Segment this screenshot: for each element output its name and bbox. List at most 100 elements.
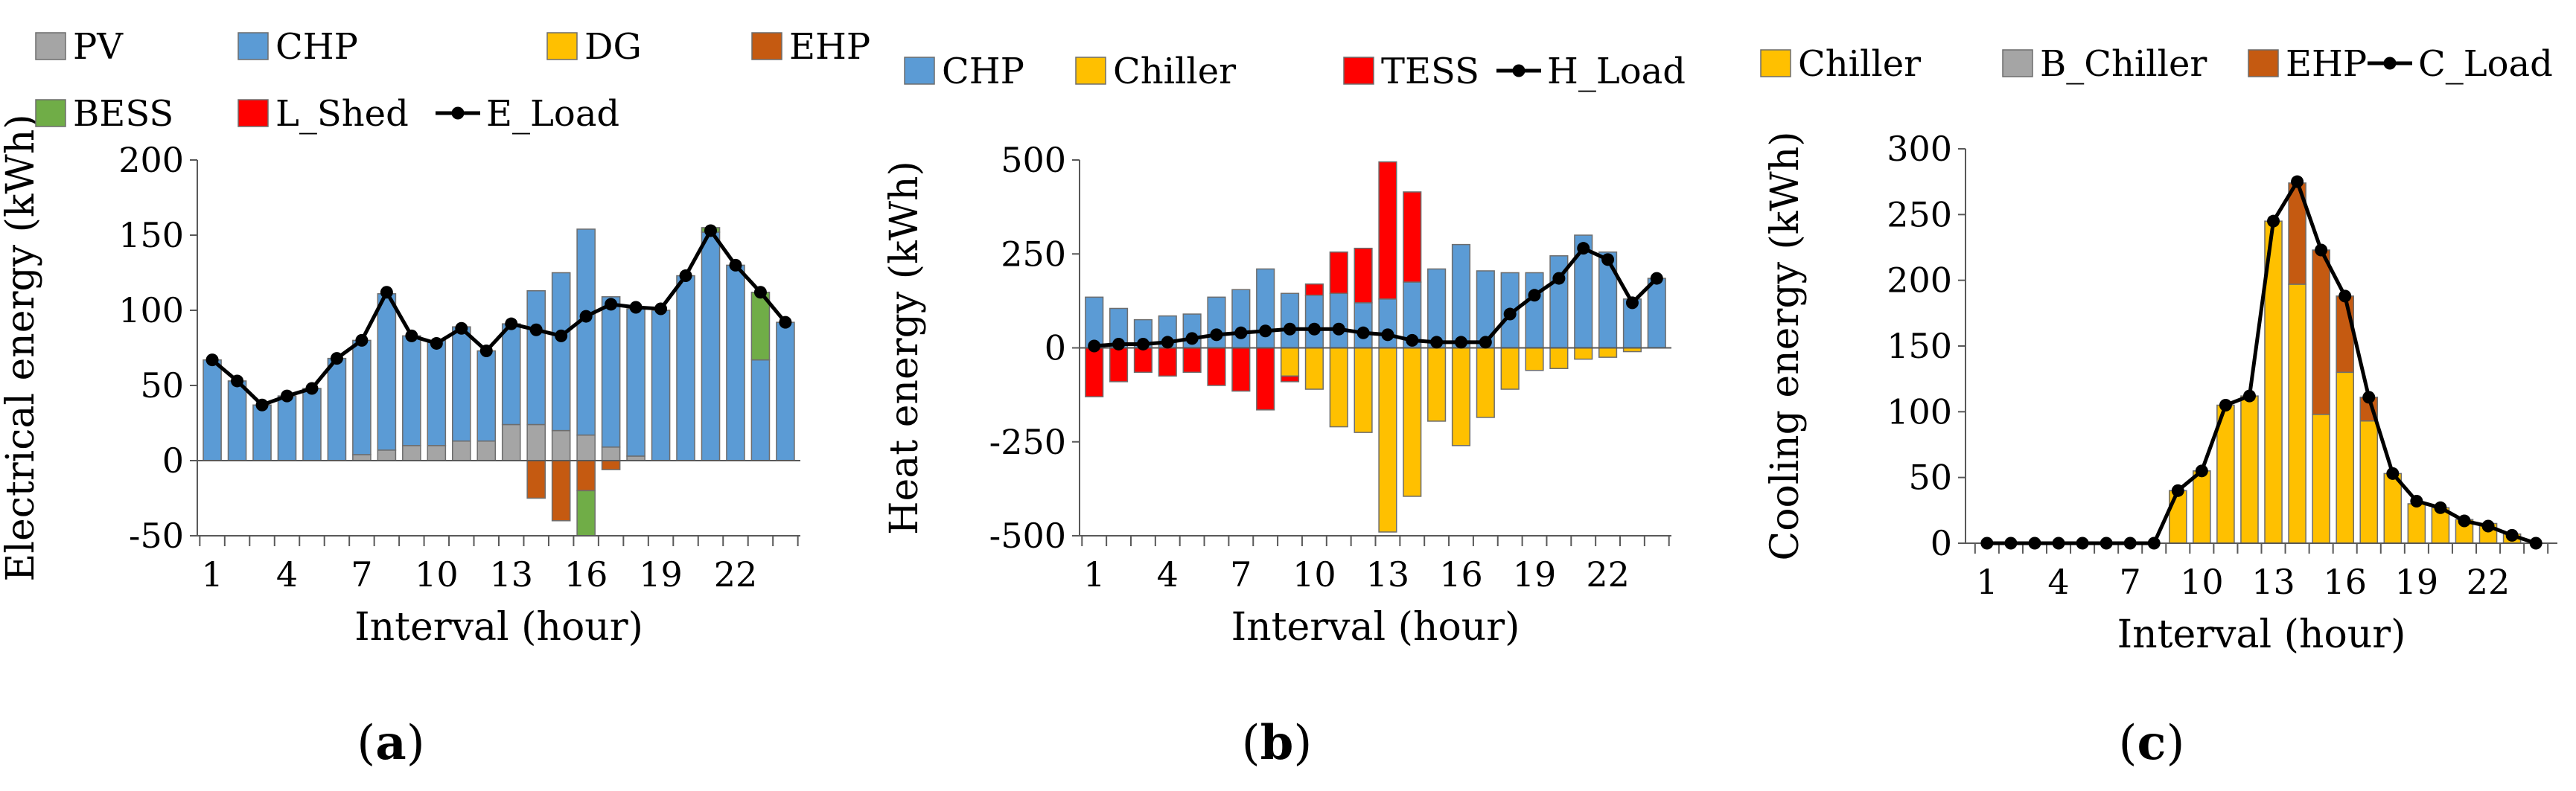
legend-item-chp: CHP bbox=[237, 26, 358, 68]
bar-chiller-17 bbox=[1476, 347, 1495, 418]
bar-chp-9 bbox=[1280, 292, 1300, 349]
legend-item-ehp: EHP bbox=[2248, 43, 2367, 85]
y-tick-label: 0 bbox=[1045, 328, 1066, 368]
load-point-18 bbox=[1503, 307, 1517, 321]
y-tick-label: -500 bbox=[989, 516, 1066, 556]
load-point-18 bbox=[2386, 467, 2400, 480]
load-point-10 bbox=[2195, 464, 2208, 478]
bar-tess-1 bbox=[1085, 347, 1104, 397]
bar-tess-4 bbox=[1158, 347, 1177, 377]
bar-tess-2 bbox=[1109, 347, 1129, 382]
load-point-1 bbox=[1088, 339, 1101, 353]
panel-label: (b) bbox=[1242, 715, 1313, 771]
legend-label: EHP bbox=[2286, 43, 2367, 85]
bar-ehp-15 bbox=[551, 460, 571, 522]
x-tick-label: 13 bbox=[2251, 562, 2295, 602]
bar-tess-14 bbox=[1403, 191, 1422, 283]
bar-chp-1 bbox=[203, 359, 222, 461]
bar-chp-12 bbox=[476, 350, 497, 442]
x-tick-label: 10 bbox=[2180, 562, 2224, 602]
load-point-23 bbox=[2505, 528, 2519, 542]
legend-label: E_Load bbox=[486, 93, 619, 135]
load-point-16 bbox=[2339, 289, 2352, 303]
load-point-23 bbox=[753, 286, 767, 299]
load-point-4 bbox=[280, 389, 293, 403]
load-point-11 bbox=[455, 321, 468, 335]
legend-label: CHP bbox=[942, 51, 1024, 92]
x-tick-label: 1 bbox=[1083, 554, 1105, 595]
load-point-9 bbox=[2171, 484, 2184, 497]
x-tick-label: 13 bbox=[1366, 554, 1410, 595]
load-point-8 bbox=[2147, 537, 2161, 550]
bar-chp-9 bbox=[402, 335, 421, 446]
legend-swatch bbox=[2248, 49, 2279, 77]
load-point-17 bbox=[1479, 336, 1492, 349]
bar-pv-10 bbox=[427, 445, 447, 461]
load-point-21 bbox=[704, 224, 718, 237]
load-point-6 bbox=[2100, 537, 2113, 550]
bar-pv-12 bbox=[476, 440, 497, 461]
bar-tess-11 bbox=[1329, 251, 1348, 295]
load-point-5 bbox=[1185, 332, 1199, 345]
bar-chiller-18 bbox=[2383, 473, 2403, 544]
bar-chp-19 bbox=[651, 310, 671, 461]
load-point-11 bbox=[1332, 322, 1345, 336]
load-point-23 bbox=[1625, 296, 1639, 310]
bar-chp-7 bbox=[352, 339, 372, 455]
bar-chp-16 bbox=[1451, 243, 1471, 349]
legend-label: DG bbox=[584, 26, 642, 68]
load-point-14 bbox=[1406, 333, 1419, 347]
bar-chp-12 bbox=[1354, 302, 1373, 349]
bar-pv-14 bbox=[526, 423, 546, 461]
legend-item-ehp: EHP bbox=[751, 26, 870, 68]
load-line-h-load bbox=[1094, 246, 1659, 348]
y-tick-label: 200 bbox=[118, 140, 184, 180]
chart-panel-b: -500 -250 0 250 500 1 4 7 10 13 16 19 22 Interval (ho… bbox=[882, 51, 1686, 771]
x-tick-label: 22 bbox=[714, 554, 758, 595]
legend-label: TESS bbox=[1381, 51, 1479, 92]
bar-chiller-12 bbox=[1354, 347, 1373, 433]
y-tick-label: 200 bbox=[1887, 260, 1952, 301]
legend-item-b-chiller: B_Chiller bbox=[2002, 43, 2207, 85]
load-point-6 bbox=[330, 352, 343, 365]
y-axis-title: Cooling energy (kWh) bbox=[1763, 131, 1808, 560]
bar-chp-21 bbox=[701, 231, 721, 461]
load-point-14 bbox=[529, 323, 543, 336]
load-point-17 bbox=[2362, 391, 2376, 404]
load-point-15 bbox=[2315, 243, 2328, 257]
load-point-3 bbox=[255, 398, 269, 411]
bar-bess-16 bbox=[576, 490, 596, 537]
legend-swatch bbox=[546, 32, 578, 60]
legend-swatch bbox=[751, 32, 782, 60]
bar-tess-6 bbox=[1207, 347, 1226, 386]
bar-pv-11 bbox=[451, 440, 471, 461]
bar-tess-7 bbox=[1231, 347, 1251, 392]
bar-chp-22 bbox=[726, 264, 745, 461]
panel-letter: b bbox=[1260, 715, 1294, 771]
bar-chiller-12 bbox=[2240, 395, 2259, 544]
bar-chp-2 bbox=[227, 380, 247, 461]
load-point-24 bbox=[779, 316, 792, 329]
legend-swatch bbox=[904, 57, 935, 85]
panel-label: (c) bbox=[2119, 715, 2185, 771]
load-point-15 bbox=[1430, 336, 1444, 349]
bar-chiller-13 bbox=[1378, 347, 1397, 533]
x-tick-label: 4 bbox=[276, 554, 298, 595]
load-point-21 bbox=[2458, 514, 2471, 528]
load-point-10 bbox=[430, 336, 443, 350]
load-point-1 bbox=[205, 353, 219, 367]
bar-chp-22 bbox=[1598, 251, 1618, 349]
x-tick-label: 19 bbox=[639, 554, 683, 595]
legend-label: EHP bbox=[789, 26, 870, 68]
load-point-18 bbox=[629, 301, 643, 314]
x-axis-title: Interval (hour) bbox=[1231, 605, 1520, 650]
bar-chiller-16 bbox=[1451, 347, 1471, 446]
bar-chp-24 bbox=[776, 321, 795, 461]
bar-chiller-15 bbox=[1427, 347, 1447, 422]
load-point-22 bbox=[729, 258, 742, 272]
bar-ehp-16 bbox=[576, 460, 596, 492]
legend-label: PV bbox=[73, 26, 124, 68]
load-point-19 bbox=[1528, 289, 1541, 302]
panel-letter: a bbox=[375, 715, 406, 771]
